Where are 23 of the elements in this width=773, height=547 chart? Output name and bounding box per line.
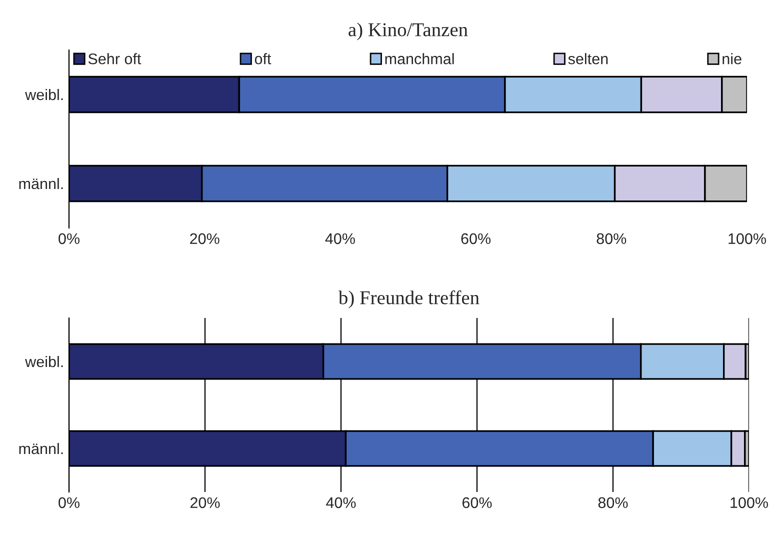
y-tick-label: weibl.	[25, 88, 63, 100]
legend-label: manchmal	[385, 53, 454, 64]
y-tick-label: weibl.	[25, 356, 63, 368]
x-tick-label: 60%	[462, 497, 492, 508]
x-tick-label: 0%	[58, 233, 80, 244]
legend-label: Sehr oft	[88, 53, 142, 64]
y-tick-label: männl.	[19, 178, 63, 190]
x-tick-label: 80%	[598, 497, 628, 508]
x-tick-label: 0%	[58, 497, 80, 508]
legend-label: selten	[568, 53, 608, 64]
x-tick-label: 40%	[325, 233, 355, 244]
chart-title: a) Kino/Tanzen	[348, 22, 468, 40]
x-tick-label: 60%	[461, 233, 491, 244]
x-tick-label: 80%	[596, 233, 626, 244]
legend-label: nie	[722, 53, 742, 64]
y-tick-label: männl.	[19, 442, 63, 454]
legend-label: oft	[254, 53, 272, 64]
x-tick-label: 40%	[326, 497, 356, 508]
x-tick-label: 20%	[190, 497, 220, 508]
x-tick-label: 20%	[190, 233, 220, 244]
chart-title: b) Freunde treffen	[338, 290, 480, 308]
x-tick-label: 100%	[728, 233, 766, 244]
x-tick-label: 100%	[730, 497, 768, 508]
